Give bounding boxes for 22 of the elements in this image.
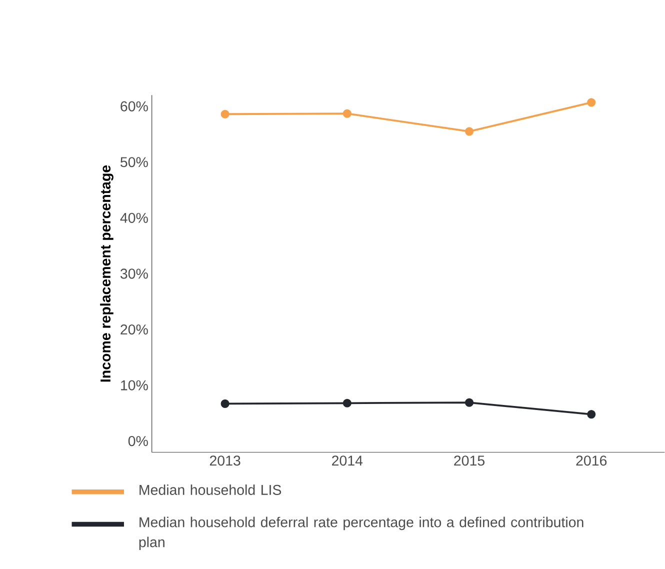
y-tick-label: 20%: [120, 324, 148, 335]
point: [587, 410, 596, 419]
x-tick-label: 2013: [210, 456, 240, 466]
point: [220, 400, 230, 408]
legend-label: Median household LIS: [140, 484, 282, 496]
y-tick-label: 10%: [121, 380, 148, 390]
legend-label: Median household deferral rate percentage into a defined contribution plan: [139, 516, 584, 550]
y-tick-label: 30%: [120, 268, 148, 279]
y-axis-title: Income replacement percentage: [100, 165, 114, 382]
point: [342, 109, 352, 118]
point: [342, 398, 352, 408]
x-tick-label: 2015: [454, 456, 485, 466]
point: [220, 110, 230, 118]
point: [587, 98, 596, 107]
y-tick-label: 40%: [120, 212, 148, 224]
point: [464, 127, 474, 136]
y-tick-label: 50%: [120, 157, 148, 168]
y-tick-label: 60%: [120, 101, 148, 112]
x-tick-label: 2014: [332, 456, 363, 466]
x-tick-label: 2016: [576, 456, 607, 466]
point: [464, 398, 474, 407]
y-tick-label: 0%: [128, 436, 148, 446]
